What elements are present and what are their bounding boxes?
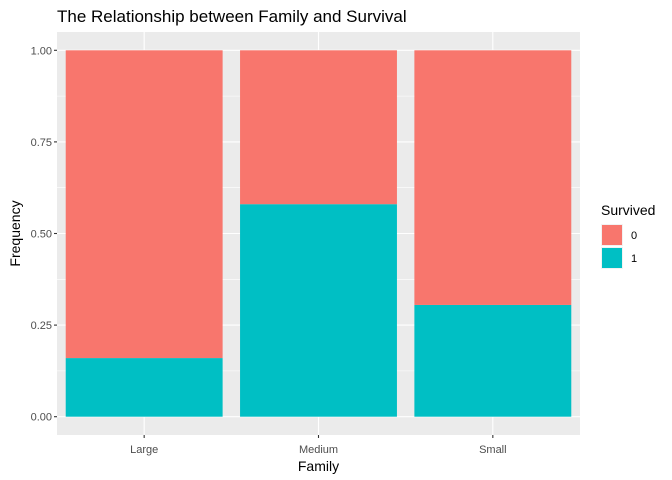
x-axis: Large Medium Small	[130, 435, 507, 456]
x-tick-label: Large	[130, 444, 158, 456]
bar-medium-survived-0	[240, 50, 397, 205]
legend-title: Survived	[601, 202, 655, 218]
y-axis: 0.00 0.25 0.50 0.75 1.00	[31, 45, 57, 424]
legend-label-0: 0	[631, 230, 637, 242]
bar-small-survived-1	[414, 304, 572, 417]
x-tick-label: Medium	[299, 444, 338, 456]
y-tick-label: 1.00	[31, 45, 52, 57]
bar-small-survived-0	[414, 50, 572, 305]
y-tick-label: 0.25	[31, 320, 52, 332]
y-tick-label: 0.00	[31, 412, 52, 424]
x-axis-title: Family	[298, 458, 339, 474]
y-axis-title: Frequency	[7, 200, 23, 266]
bar-large-survived-0	[65, 50, 223, 359]
chart-title: The Relationship between Family and Surv…	[57, 7, 407, 26]
legend-keys: 01	[601, 224, 637, 269]
y-tick-label: 0.50	[31, 229, 52, 241]
bars	[65, 50, 572, 417]
y-tick-label: 0.75	[31, 137, 52, 149]
legend-label-1: 1	[631, 253, 637, 265]
bar-large-survived-1	[65, 358, 223, 417]
x-tick-label: Small	[479, 444, 507, 456]
legend: Survived 01	[601, 202, 655, 269]
legend-swatch-0	[602, 225, 622, 245]
bar-medium-survived-1	[240, 204, 397, 417]
legend-swatch-1	[602, 248, 622, 268]
